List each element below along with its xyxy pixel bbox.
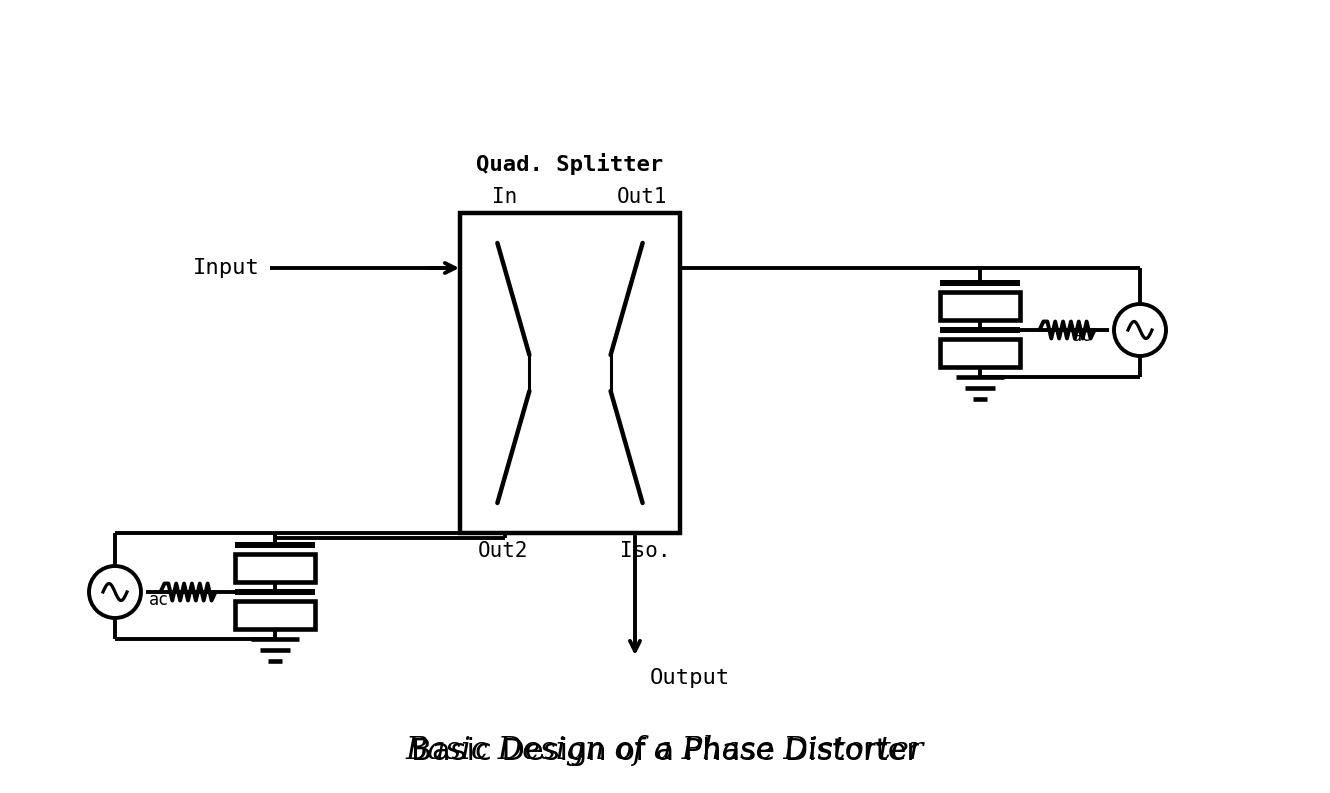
Text: Out1: Out1 — [617, 187, 668, 207]
Text: Basic Design of a Phase Distorter: Basic Design of a Phase Distorter — [406, 735, 924, 767]
Text: Basic Design of a Phase Distorter: Basic Design of a Phase Distorter — [411, 737, 919, 765]
Text: ac: ac — [1072, 327, 1092, 345]
Bar — [235, 554, 315, 582]
Bar — [940, 339, 1020, 367]
Text: ac: ac — [149, 591, 169, 609]
Text: Out2: Out2 — [477, 541, 528, 561]
Text: Quad. Splitter: Quad. Splitter — [476, 153, 664, 175]
Bar — [940, 292, 1020, 320]
Bar — [460, 213, 680, 533]
Text: Output: Output — [650, 668, 730, 688]
Text: Iso.: Iso. — [620, 541, 670, 561]
Bar — [235, 601, 315, 629]
Text: Input: Input — [193, 258, 259, 278]
Text: In: In — [492, 187, 517, 207]
